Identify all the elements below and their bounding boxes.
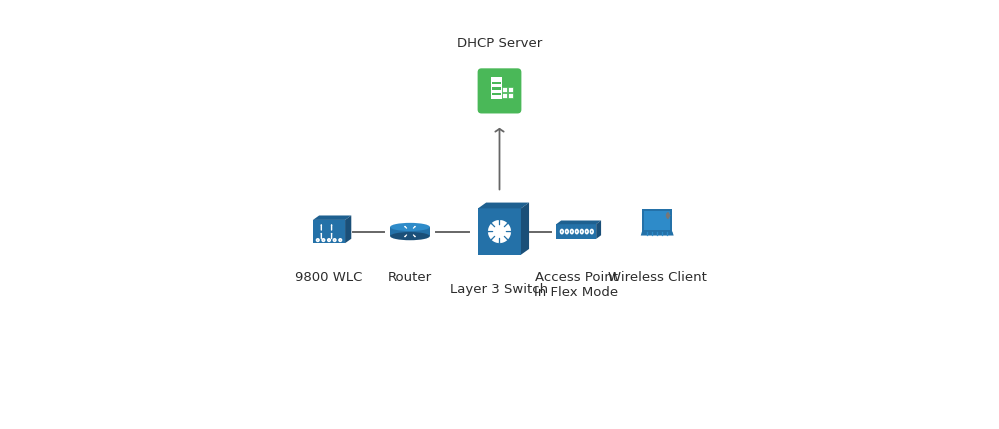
Polygon shape: [492, 93, 501, 95]
Ellipse shape: [391, 223, 430, 231]
Text: Wireless Client: Wireless Client: [607, 271, 706, 284]
Polygon shape: [644, 211, 670, 230]
Polygon shape: [596, 221, 601, 239]
Polygon shape: [479, 208, 520, 255]
Polygon shape: [492, 77, 502, 99]
Polygon shape: [507, 93, 512, 98]
Polygon shape: [313, 220, 345, 243]
Text: Router: Router: [388, 271, 432, 284]
Circle shape: [669, 215, 670, 216]
Polygon shape: [556, 221, 601, 224]
Polygon shape: [502, 88, 507, 92]
Text: Access Point
In Flex Mode: Access Point In Flex Mode: [534, 271, 618, 299]
Circle shape: [488, 220, 511, 243]
Polygon shape: [391, 227, 430, 236]
Polygon shape: [313, 215, 352, 220]
Text: DHCP Server: DHCP Server: [457, 37, 542, 50]
Polygon shape: [640, 232, 673, 236]
FancyBboxPatch shape: [478, 68, 521, 114]
Polygon shape: [492, 82, 501, 84]
Text: 9800 WLC: 9800 WLC: [296, 271, 363, 284]
Polygon shape: [642, 209, 672, 232]
Ellipse shape: [391, 232, 430, 240]
Polygon shape: [479, 202, 529, 208]
Polygon shape: [556, 224, 596, 239]
Text: Layer 3 Switch: Layer 3 Switch: [451, 283, 548, 296]
Polygon shape: [502, 93, 507, 98]
Polygon shape: [492, 88, 501, 90]
Polygon shape: [520, 202, 529, 255]
Polygon shape: [345, 215, 352, 243]
Polygon shape: [507, 88, 512, 92]
